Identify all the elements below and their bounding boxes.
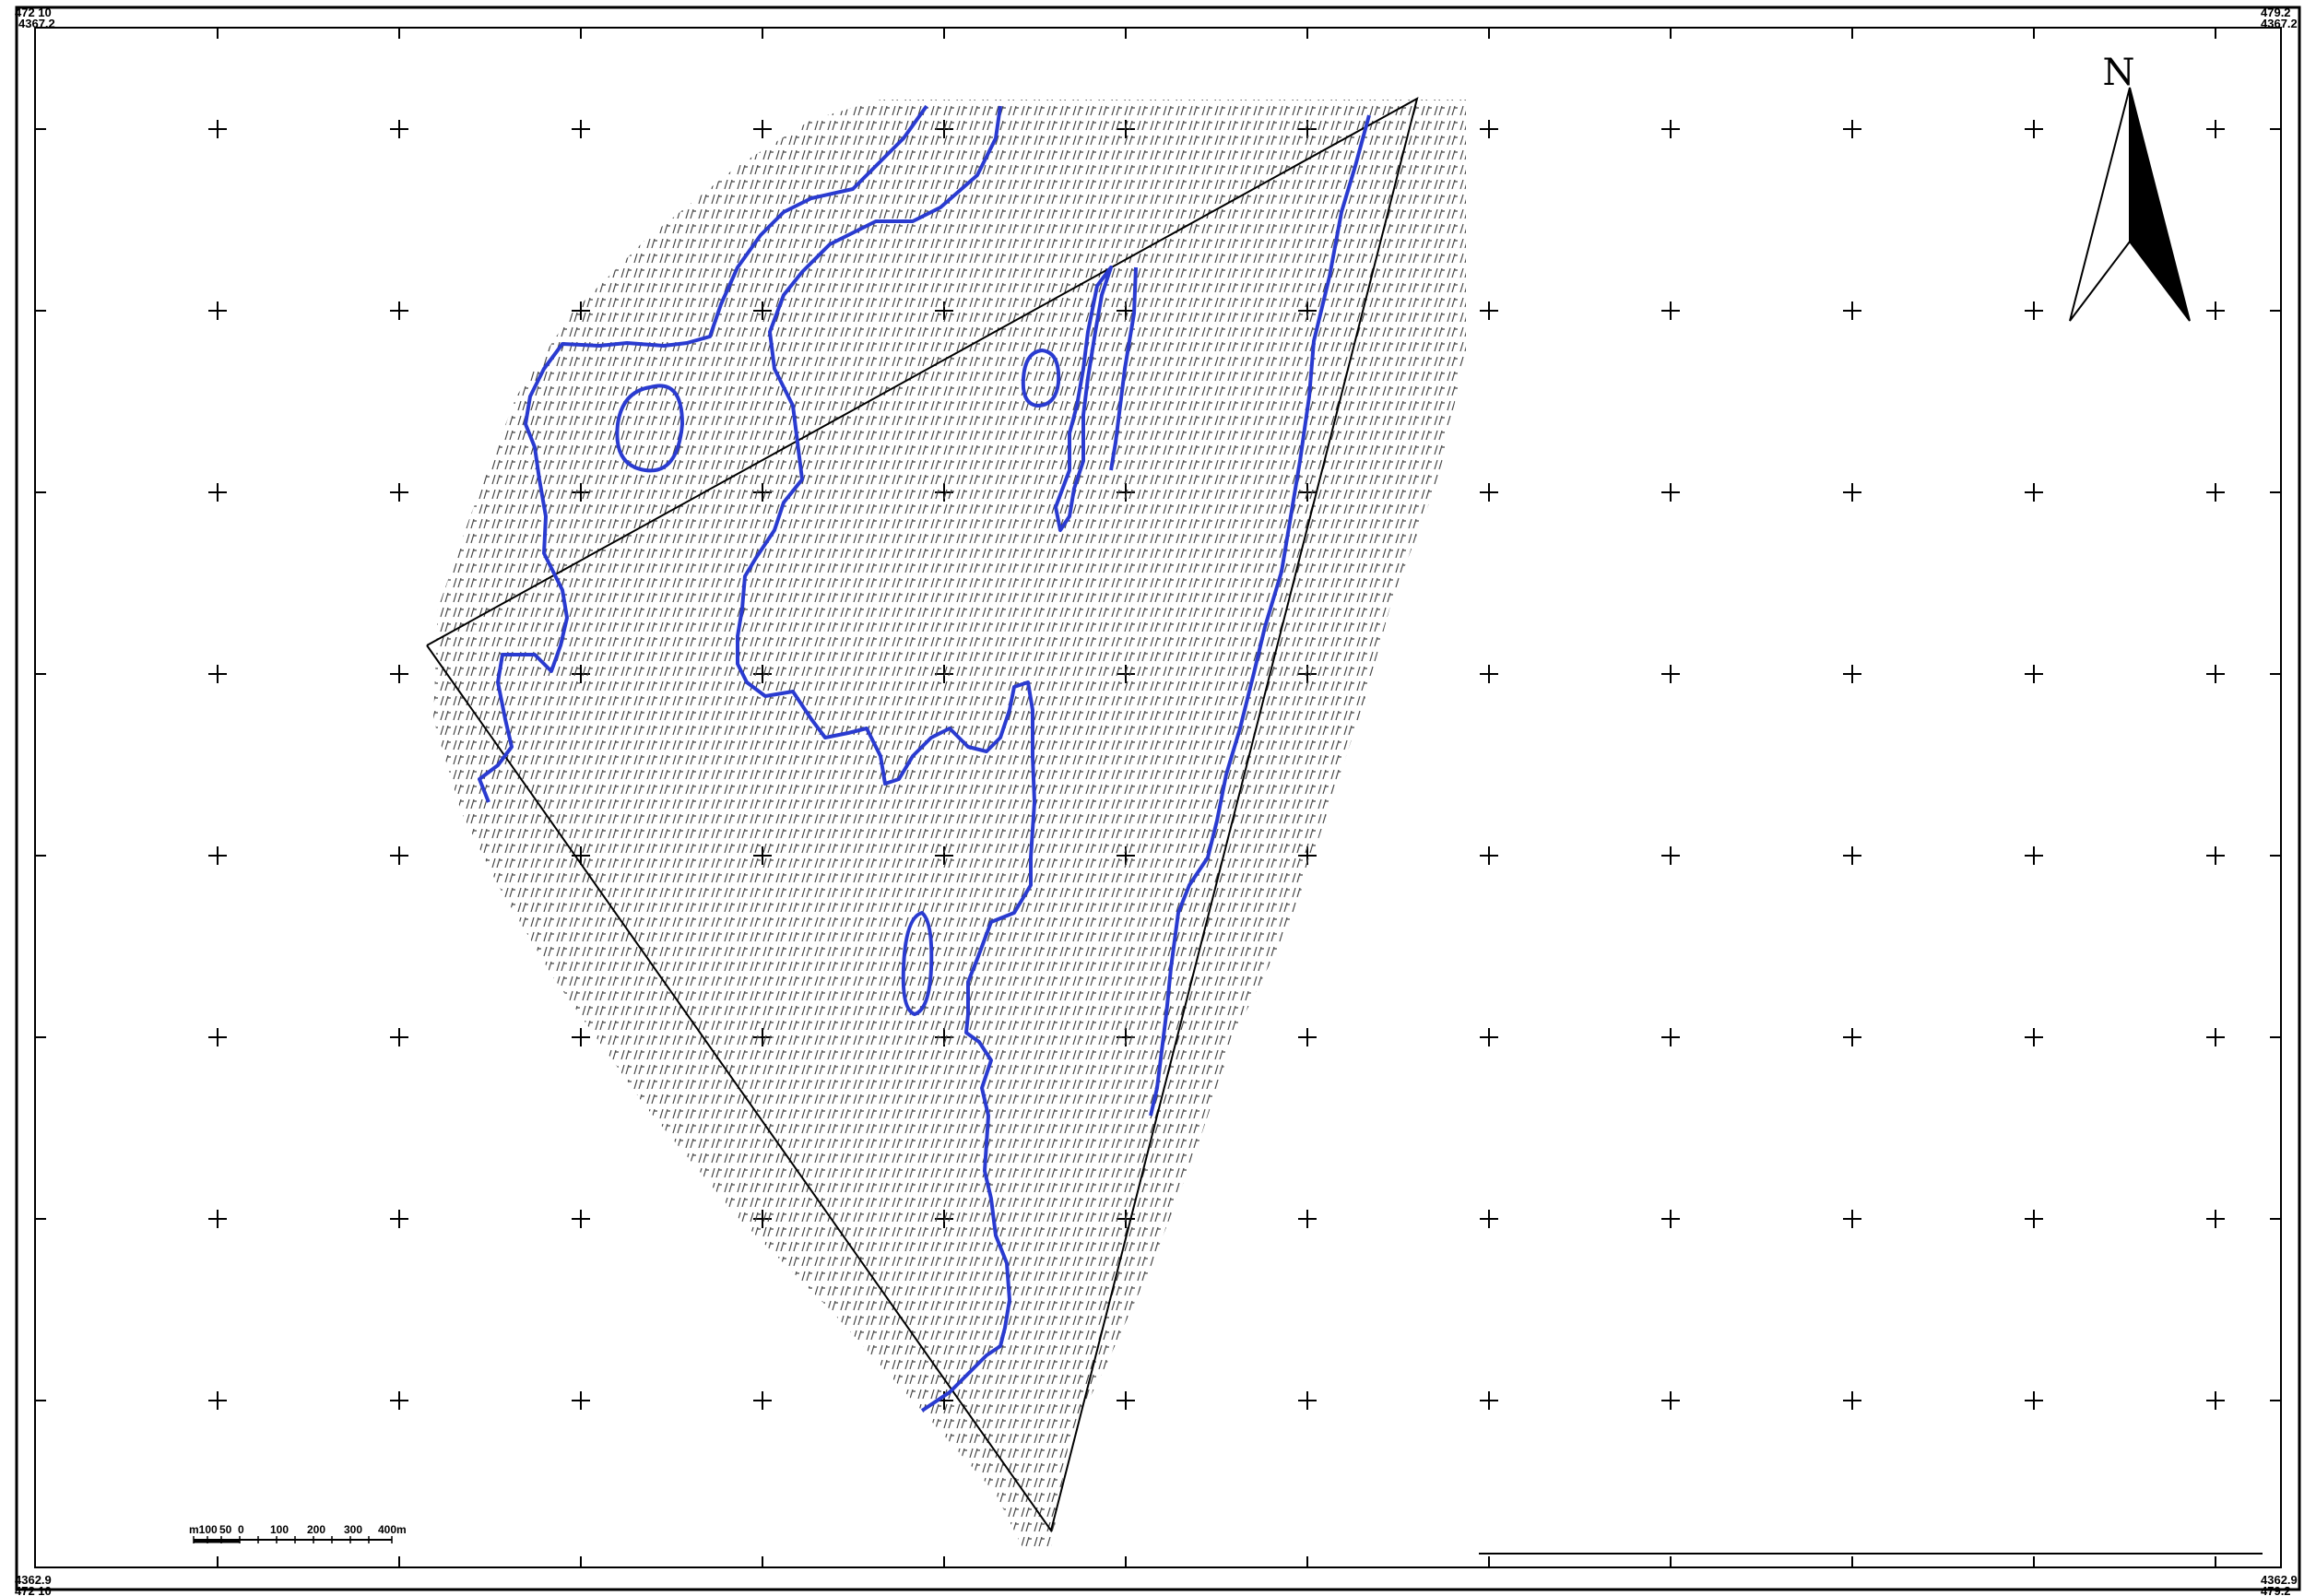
scale-bar: m100 50 0 100 200 300 400m xyxy=(189,1523,407,1543)
north-arrow-label: N xyxy=(2103,52,2135,94)
corner-label-bottom-left-2: 472 10 xyxy=(15,1584,52,1596)
boundary-ring-northwest xyxy=(615,384,684,473)
corner-label-top-right-2: 4367.2 xyxy=(2261,17,2298,30)
scale-tick-label: 400m xyxy=(378,1523,407,1536)
north-arrow: N xyxy=(2069,52,2191,322)
scale-tick-label: 50 xyxy=(219,1523,232,1536)
boundary-east xyxy=(1149,114,1371,1117)
map-frame xyxy=(15,6,2301,1591)
boundary-west xyxy=(478,104,928,803)
corner-label-top-right-1: 479.2 xyxy=(2261,6,2291,19)
corner-label-bottom-left-1: 4362.9 xyxy=(15,1573,52,1587)
boundary-central xyxy=(736,105,1036,1413)
corner-label-top-left-1: 472 10 xyxy=(15,6,52,19)
survey-outline xyxy=(426,97,1419,1533)
scale-tick-label: 300 xyxy=(344,1523,362,1536)
corner-labels: 472 10 4367.2 479.2 4367.2 4362.9 472 10… xyxy=(15,6,2298,1596)
corner-label-bottom-right-2: 479.2 xyxy=(2261,1584,2291,1596)
boundary-east-short xyxy=(1109,266,1138,471)
boundary-ring-south xyxy=(901,911,934,1016)
scale-tick-label: 200 xyxy=(307,1523,325,1536)
scale-bar-unit: m100 xyxy=(189,1523,218,1536)
corner-label-top-left-2: 4367.2 xyxy=(18,17,55,30)
scale-tick-label: 0 xyxy=(238,1523,244,1536)
scale-ticks xyxy=(193,1536,393,1543)
scale-tick-label: 100 xyxy=(270,1523,289,1536)
boundary-inner-north xyxy=(1054,266,1113,532)
boundary-ring-center xyxy=(1021,349,1061,408)
corner-label-bottom-right-1: 4362.9 xyxy=(2261,1573,2298,1587)
geologic-boundaries xyxy=(478,104,1371,1413)
